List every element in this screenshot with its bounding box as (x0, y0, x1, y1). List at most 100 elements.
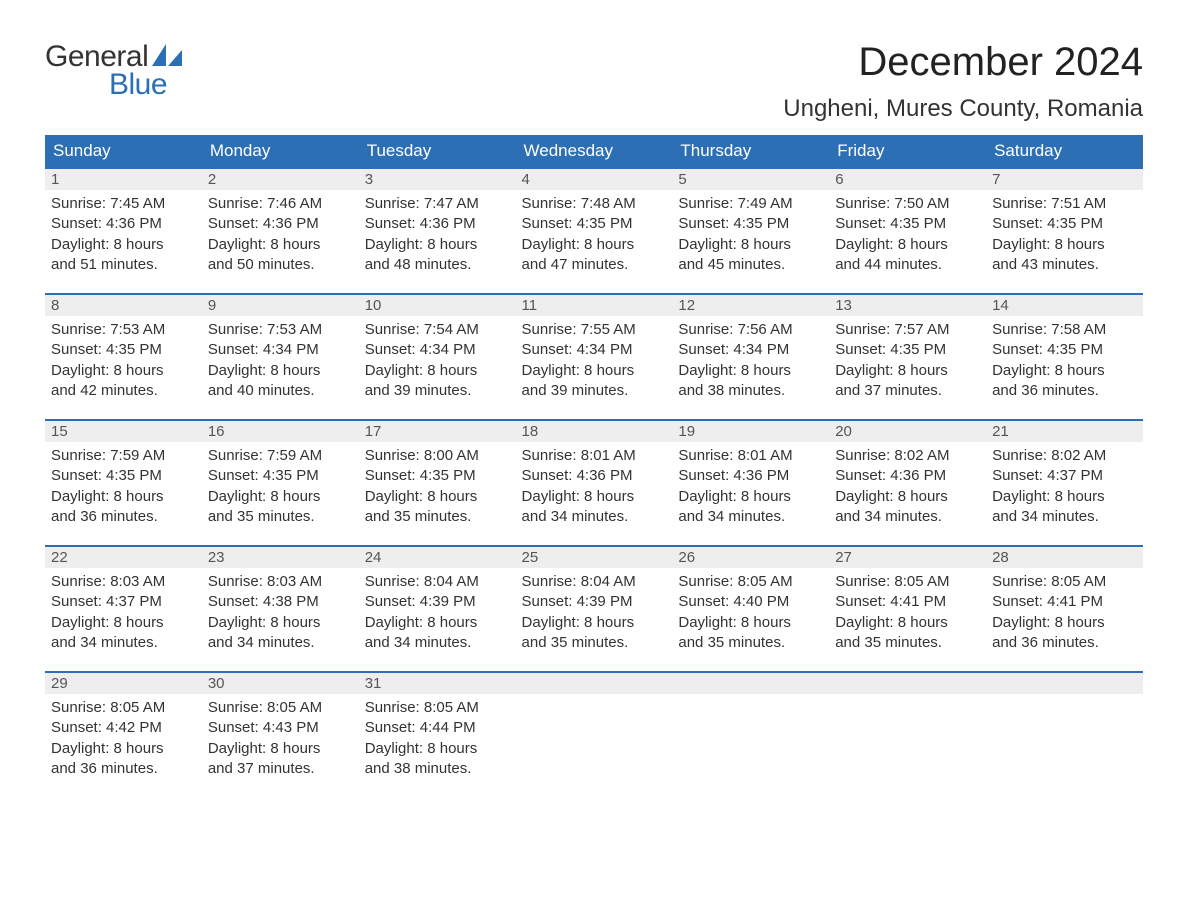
day-cell: 21Sunrise: 8:02 AMSunset: 4:37 PMDayligh… (986, 420, 1143, 546)
sunrise-value: 8:00 AM (424, 447, 479, 464)
day-number: 25 (516, 547, 673, 568)
day-content: Sunrise: 8:05 AMSunset: 4:44 PMDaylight:… (359, 694, 516, 787)
day-number: 22 (45, 547, 202, 568)
day-content: Sunrise: 8:05 AMSunset: 4:43 PMDaylight:… (202, 694, 359, 787)
col-sunday: Sunday (45, 135, 202, 168)
sunset-value: 4:35 PM (733, 215, 789, 232)
sunset-label: Sunset: (992, 215, 1047, 232)
day-cell (516, 672, 673, 798)
sunrise-label: Sunrise: (365, 195, 424, 212)
day-cell: 18Sunrise: 8:01 AMSunset: 4:36 PMDayligh… (516, 420, 673, 546)
daylight-line-1: Daylight: 8 hours (835, 235, 980, 255)
day-cell: 13Sunrise: 7:57 AMSunset: 4:35 PMDayligh… (829, 294, 986, 420)
sunrise-value: 8:05 AM (738, 573, 793, 590)
day-number: 20 (829, 421, 986, 442)
sunrise-value: 7:56 AM (738, 321, 793, 338)
sunset-label: Sunset: (208, 467, 263, 484)
day-content: Sunrise: 8:04 AMSunset: 4:39 PMDaylight:… (516, 568, 673, 661)
sunset-line: Sunset: 4:44 PM (365, 718, 510, 738)
daylight-line-2: and 36 minutes. (51, 759, 196, 779)
sunrise-value: 8:05 AM (424, 699, 479, 716)
sunrise-line: Sunrise: 7:59 AM (51, 446, 196, 466)
day-cell: 9Sunrise: 7:53 AMSunset: 4:34 PMDaylight… (202, 294, 359, 420)
sunrise-value: 7:59 AM (110, 447, 165, 464)
week-row: 22Sunrise: 8:03 AMSunset: 4:37 PMDayligh… (45, 546, 1143, 672)
sunset-value: 4:41 PM (1047, 593, 1103, 610)
week-row: 8Sunrise: 7:53 AMSunset: 4:35 PMDaylight… (45, 294, 1143, 420)
daylight-line-1: Daylight: 8 hours (678, 613, 823, 633)
day-number: 14 (986, 295, 1143, 316)
sunrise-label: Sunrise: (365, 321, 424, 338)
day-number: 8 (45, 295, 202, 316)
sunset-value: 4:34 PM (733, 341, 789, 358)
sunset-label: Sunset: (522, 593, 577, 610)
day-cell (986, 672, 1143, 798)
sunset-label: Sunset: (522, 341, 577, 358)
daylight-line-1: Daylight: 8 hours (835, 613, 980, 633)
sunset-value: 4:38 PM (263, 593, 319, 610)
sunrise-line: Sunrise: 8:01 AM (522, 446, 667, 466)
day-content: Sunrise: 8:02 AMSunset: 4:37 PMDaylight:… (986, 442, 1143, 535)
day-number: 28 (986, 547, 1143, 568)
day-cell: 28Sunrise: 8:05 AMSunset: 4:41 PMDayligh… (986, 546, 1143, 672)
sunset-value: 4:42 PM (106, 719, 162, 736)
day-cell: 31Sunrise: 8:05 AMSunset: 4:44 PMDayligh… (359, 672, 516, 798)
day-cell: 5Sunrise: 7:49 AMSunset: 4:35 PMDaylight… (672, 168, 829, 294)
day-number: 4 (516, 169, 673, 190)
sunset-label: Sunset: (51, 593, 106, 610)
header: General Blue December 2024 Ungheni, Mure… (45, 40, 1143, 123)
sunrise-value: 8:05 AM (267, 699, 322, 716)
daylight-line-2: and 47 minutes. (522, 255, 667, 275)
sunset-value: 4:34 PM (577, 341, 633, 358)
day-cell: 15Sunrise: 7:59 AMSunset: 4:35 PMDayligh… (45, 420, 202, 546)
sunset-label: Sunset: (51, 215, 106, 232)
sunrise-label: Sunrise: (51, 573, 110, 590)
day-number: 17 (359, 421, 516, 442)
sunrise-value: 7:47 AM (424, 195, 479, 212)
sunrise-label: Sunrise: (835, 321, 894, 338)
sunrise-label: Sunrise: (992, 321, 1051, 338)
day-content: Sunrise: 7:55 AMSunset: 4:34 PMDaylight:… (516, 316, 673, 409)
day-number: 24 (359, 547, 516, 568)
sunset-label: Sunset: (835, 467, 890, 484)
sunrise-line: Sunrise: 7:57 AM (835, 320, 980, 340)
sunset-line: Sunset: 4:35 PM (208, 466, 353, 486)
day-number: 23 (202, 547, 359, 568)
day-content: Sunrise: 8:05 AMSunset: 4:41 PMDaylight:… (829, 568, 986, 661)
daylight-line-1: Daylight: 8 hours (51, 613, 196, 633)
sunset-value: 4:36 PM (890, 467, 946, 484)
day-number: 2 (202, 169, 359, 190)
sunset-value: 4:35 PM (263, 467, 319, 484)
daylight-line-1: Daylight: 8 hours (51, 361, 196, 381)
day-number: 21 (986, 421, 1143, 442)
sunset-line: Sunset: 4:37 PM (51, 592, 196, 612)
sunset-line: Sunset: 4:41 PM (835, 592, 980, 612)
col-monday: Monday (202, 135, 359, 168)
sunset-value: 4:35 PM (420, 467, 476, 484)
sunrise-line: Sunrise: 8:05 AM (678, 572, 823, 592)
sunset-value: 4:35 PM (1047, 215, 1103, 232)
sunset-value: 4:34 PM (420, 341, 476, 358)
daylight-line-1: Daylight: 8 hours (365, 739, 510, 759)
sunrise-label: Sunrise: (365, 573, 424, 590)
sunset-value: 4:39 PM (420, 593, 476, 610)
day-cell: 6Sunrise: 7:50 AMSunset: 4:35 PMDaylight… (829, 168, 986, 294)
sunrise-label: Sunrise: (208, 321, 267, 338)
sunset-value: 4:35 PM (577, 215, 633, 232)
daylight-line-1: Daylight: 8 hours (678, 361, 823, 381)
daylight-line-1: Daylight: 8 hours (992, 235, 1137, 255)
sunset-label: Sunset: (208, 719, 263, 736)
sunrise-label: Sunrise: (51, 321, 110, 338)
sunset-value: 4:34 PM (263, 341, 319, 358)
day-content: Sunrise: 7:47 AMSunset: 4:36 PMDaylight:… (359, 190, 516, 283)
daylight-line-1: Daylight: 8 hours (522, 235, 667, 255)
sunset-label: Sunset: (835, 215, 890, 232)
daylight-line-2: and 34 minutes. (522, 507, 667, 527)
sunset-label: Sunset: (365, 341, 420, 358)
daylight-line-1: Daylight: 8 hours (522, 487, 667, 507)
sunset-line: Sunset: 4:36 PM (522, 466, 667, 486)
day-cell (672, 672, 829, 798)
day-cell: 30Sunrise: 8:05 AMSunset: 4:43 PMDayligh… (202, 672, 359, 798)
day-content: Sunrise: 7:49 AMSunset: 4:35 PMDaylight:… (672, 190, 829, 283)
sunset-value: 4:36 PM (263, 215, 319, 232)
